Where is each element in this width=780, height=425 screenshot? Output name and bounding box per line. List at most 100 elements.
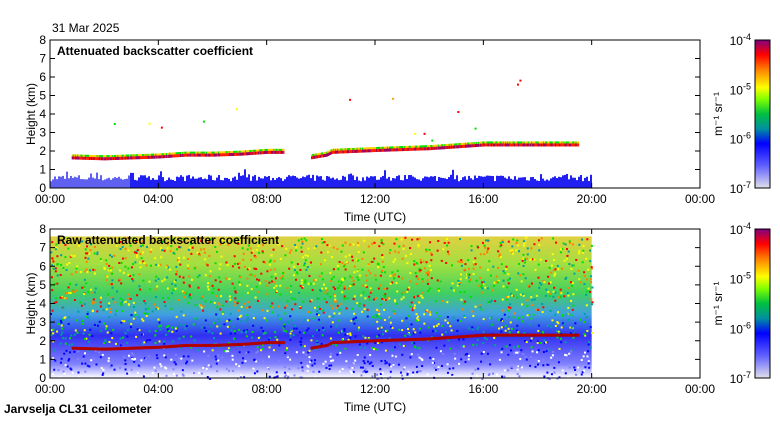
- y-tick-label: 8: [39, 222, 46, 236]
- raw-noise-point: [590, 281, 593, 284]
- raw-noise-point: [194, 304, 197, 307]
- raw-noise-point: [517, 332, 520, 335]
- raw-noise-point: [357, 259, 360, 262]
- aerosol-layer-column: [194, 178, 196, 188]
- raw-noise-point: [124, 368, 127, 371]
- raw-noise-point: [584, 366, 587, 369]
- raw-noise-point: [126, 335, 129, 338]
- raw-noise-point: [530, 346, 533, 349]
- aerosol-layer-column: [138, 177, 140, 188]
- aerosol-layer-column: [590, 174, 592, 188]
- cloud-base-mark: [367, 149, 370, 153]
- cloud-edge-mark: [532, 141, 534, 144]
- cloud-edge-mark: [384, 146, 387, 149]
- cloud-base-mark: [468, 144, 470, 148]
- aerosol-layer-column: [444, 178, 446, 188]
- cloud-base-mark: [358, 149, 361, 153]
- raw-noise-point: [389, 249, 392, 252]
- raw-noise-point: [119, 337, 122, 340]
- cloud-base-mark: [363, 149, 365, 153]
- aerosol-layer-column: [348, 174, 350, 188]
- y-tick-label: 5: [39, 278, 46, 292]
- raw-cloud-base-mark: [269, 341, 272, 345]
- cloud-edge-mark: [565, 141, 568, 144]
- raw-noise-point: [565, 276, 568, 279]
- raw-cloud-base-mark: [403, 338, 406, 342]
- cloud-base-mark: [106, 157, 108, 161]
- y-tick-label: 7: [39, 52, 46, 66]
- raw-noise-point: [275, 237, 278, 240]
- raw-noise-point: [430, 253, 433, 256]
- raw-noise-point: [222, 311, 225, 314]
- raw-cloud-base-mark: [217, 343, 220, 347]
- raw-cloud-base-mark: [256, 341, 259, 345]
- raw-noise-point: [142, 260, 145, 263]
- raw-noise-point: [529, 323, 532, 326]
- cloud-base-mark: [462, 144, 465, 148]
- cloud-base-mark: [434, 146, 437, 150]
- cloud-base-mark: [568, 143, 571, 147]
- cloud-edge-mark: [82, 154, 85, 157]
- cloud-edge-mark: [495, 141, 497, 144]
- raw-noise-point: [384, 295, 387, 298]
- raw-noise-point: [389, 282, 392, 285]
- raw-noise-point: [282, 272, 285, 275]
- cloud-base-mark: [183, 153, 185, 157]
- raw-noise-point: [104, 340, 107, 343]
- aerosol-layer-column: [274, 179, 276, 188]
- raw-noise-point: [497, 250, 500, 253]
- raw-noise-point: [550, 271, 553, 274]
- raw-cloud-base-mark: [448, 336, 451, 340]
- raw-noise-point: [530, 296, 533, 299]
- raw-noise-point: [419, 327, 422, 330]
- raw-noise-point: [140, 359, 143, 362]
- raw-noise-point: [124, 247, 127, 250]
- raw-cloud-base-mark: [434, 337, 437, 341]
- raw-noise-point: [349, 332, 352, 335]
- raw-noise-point: [302, 300, 305, 303]
- raw-noise-point: [79, 240, 82, 243]
- raw-noise-point: [579, 318, 582, 321]
- raw-noise-point: [573, 332, 576, 335]
- raw-noise-point: [557, 268, 560, 271]
- raw-cloud-base-mark: [351, 340, 354, 344]
- aerosol-layer-column: [136, 180, 138, 188]
- cloud-edge-mark: [72, 154, 75, 157]
- raw-cloud-base-mark: [438, 336, 441, 340]
- cloud-base-mark: [391, 148, 393, 152]
- x-tick-label: 20:00: [577, 382, 607, 396]
- raw-noise-point: [402, 247, 405, 250]
- raw-cloud-base-mark: [208, 343, 211, 347]
- cloud-base-mark: [280, 150, 283, 154]
- aerosol-layer-column: [250, 180, 252, 188]
- raw-noise-point: [469, 278, 472, 281]
- cloud-base-mark: [537, 143, 540, 147]
- raw-noise-point: [418, 270, 421, 273]
- raw-cloud-base-mark: [125, 346, 128, 350]
- aerosol-layer-column: [84, 179, 86, 188]
- aerosol-layer-column: [294, 176, 296, 188]
- cloud-edge-mark: [94, 155, 97, 158]
- raw-noise-point: [364, 371, 367, 374]
- cloud-base-mark: [195, 153, 197, 157]
- cloud-edge-mark: [392, 146, 394, 149]
- raw-noise-point: [435, 368, 438, 371]
- raw-cloud-base-mark: [230, 343, 233, 347]
- aerosol-layer-column: [108, 177, 110, 188]
- raw-noise-point: [316, 313, 319, 316]
- raw-noise-point: [124, 265, 127, 268]
- raw-cloud-base-mark: [73, 346, 76, 350]
- raw-noise-point: [481, 241, 484, 244]
- cloud-edge-mark: [482, 141, 484, 144]
- aerosol-layer-column: [120, 178, 122, 188]
- raw-noise-point: [552, 290, 555, 293]
- raw-cloud-base-mark: [328, 342, 331, 346]
- raw-noise-point: [565, 354, 568, 357]
- raw-noise-point: [256, 370, 259, 373]
- raw-noise-point: [255, 351, 258, 354]
- raw-noise-point: [242, 258, 245, 261]
- raw-noise-point: [421, 296, 424, 299]
- aerosol-layer-column: [300, 178, 302, 188]
- raw-noise-point: [449, 325, 452, 328]
- cloud-edge-mark: [511, 141, 514, 144]
